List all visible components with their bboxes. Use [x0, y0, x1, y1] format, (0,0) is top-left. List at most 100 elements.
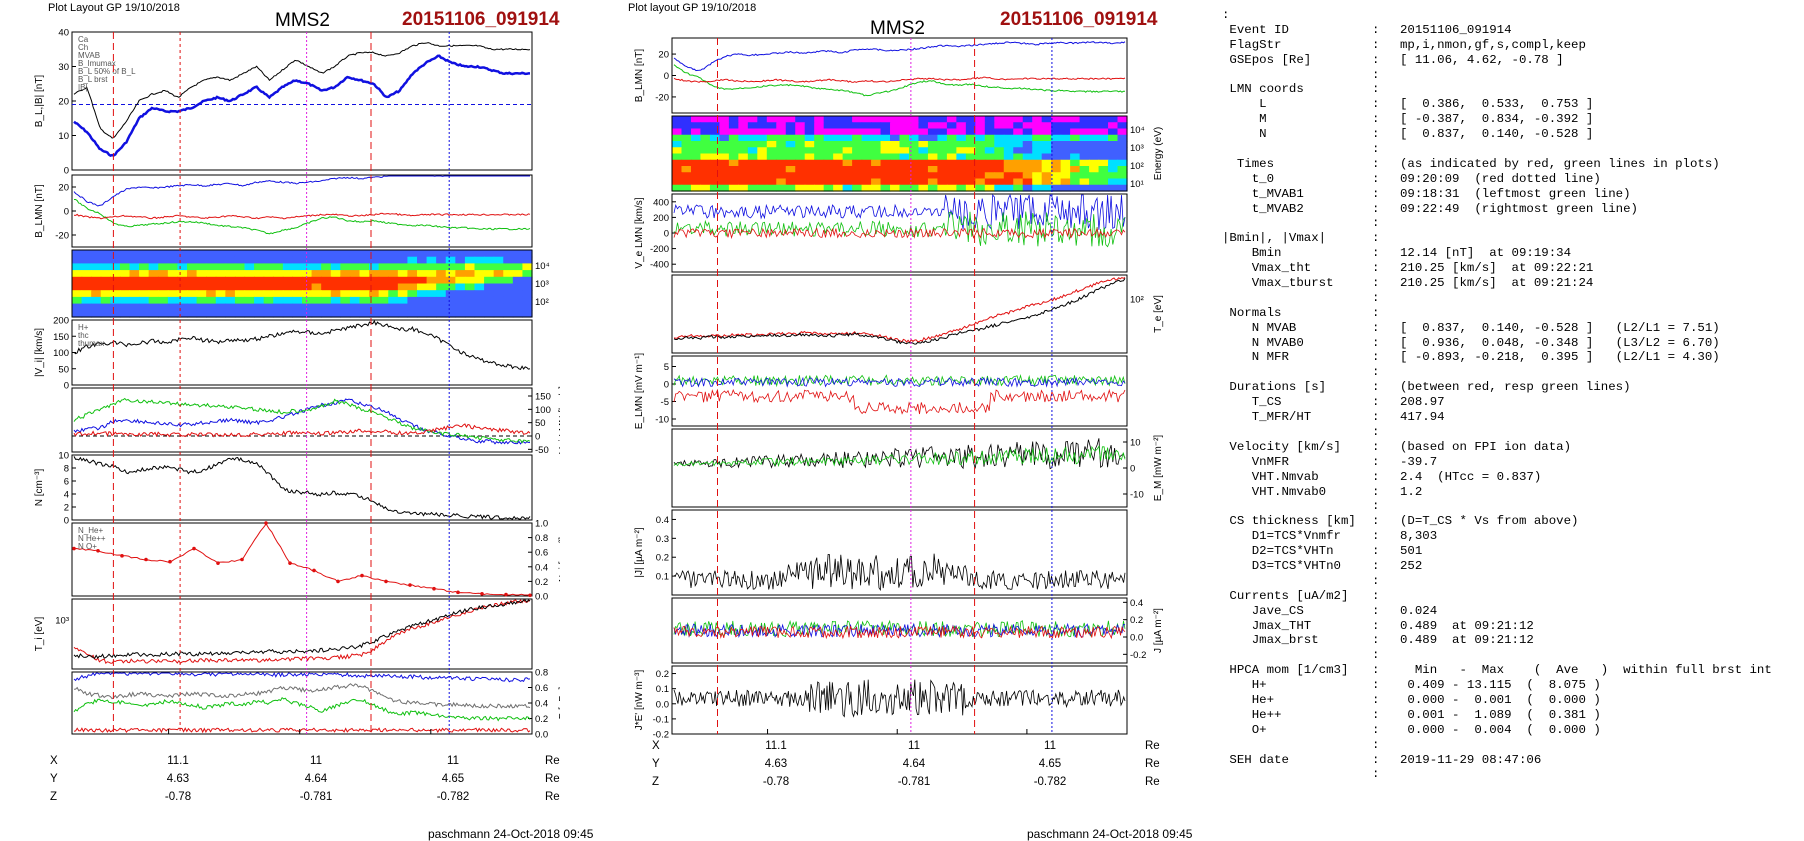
spectrogram-cell [871, 128, 882, 136]
spectrogram-cell [918, 147, 929, 155]
spectrogram-cell [273, 270, 284, 278]
spectrogram-cell [282, 276, 294, 285]
spectrogram-cell [757, 147, 768, 155]
spectrogram-cell [436, 303, 447, 311]
spectrogram-cell [139, 263, 150, 271]
spectrogram-cell [852, 147, 863, 155]
panel-frame [671, 428, 1128, 508]
summary-key: CS thickness [km] [1222, 514, 1356, 529]
spectrogram-cell [263, 256, 274, 264]
spectrogram-cell [861, 128, 872, 136]
spectrogram-cell [177, 296, 188, 305]
summary-line: : [1222, 142, 1802, 157]
panel-frame [671, 37, 1128, 114]
spectrogram-cell [880, 122, 891, 130]
y-tick-label: 0.6 [535, 683, 548, 694]
spectrogram-cell [196, 250, 207, 258]
summary-colon: : [1372, 752, 1380, 767]
spectrogram-cell [690, 134, 702, 142]
spectrogram-cell [965, 178, 976, 186]
spectrogram-cell [225, 310, 236, 318]
spectrogram-cell [417, 250, 428, 258]
spectrogram-cell [956, 184, 967, 192]
spectrogram-cell [946, 153, 957, 161]
summary-line: O+: 0.000 - 0.004 ( 0.000 ) [1222, 723, 1802, 738]
spectrogram-cell [975, 172, 986, 180]
spectrogram-cell [795, 122, 806, 130]
spectrogram-cell [709, 159, 720, 167]
spectrogram-cell [254, 310, 265, 318]
spectrogram-cell [225, 256, 236, 264]
spectrogram-cell [833, 166, 844, 173]
spectrogram-cell [359, 296, 370, 305]
spectrogram-cell [445, 310, 456, 318]
coord-value: -0.781 [299, 791, 333, 803]
spectrogram-cell [397, 263, 409, 271]
spectrogram-cell [880, 153, 891, 161]
spectrogram-cell [397, 283, 409, 291]
spectrogram-cell [672, 128, 683, 136]
panel-frame [671, 509, 1128, 596]
spectrogram-cell [522, 250, 533, 258]
panel-frame [71, 598, 533, 670]
spectrogram-cell [700, 141, 711, 148]
spectrogram-cell [965, 159, 976, 167]
spectrogram-cell [493, 250, 504, 258]
spectrogram-cell [388, 263, 399, 271]
spectrogram-cell [871, 122, 882, 130]
spectrogram-cell [474, 310, 485, 318]
legend-entry: B_L brst [78, 75, 108, 84]
spectrogram-cell [167, 303, 179, 311]
spectrogram-cell [965, 141, 976, 148]
spectrogram-cell [719, 178, 730, 186]
summary-colon: : [1372, 186, 1380, 201]
spectrogram-cell [340, 256, 351, 264]
y-tick-label: -200 [650, 244, 669, 255]
spectrogram-cell [1041, 134, 1052, 142]
summary-key: HPCA mom [1/cm3] [1222, 663, 1349, 678]
spectrogram-cell [890, 122, 901, 130]
summary-colon: : [1372, 439, 1380, 454]
summary-key: M [1222, 112, 1267, 127]
spectrogram-cell [397, 303, 409, 311]
spectrogram-cell [918, 166, 929, 173]
spectrogram-cell [349, 290, 361, 298]
spectrogram-cell [899, 166, 910, 173]
spectrogram-cell [378, 250, 389, 258]
spectrogram-cell [244, 263, 255, 271]
coord-value: 4.63 [166, 773, 190, 785]
spectrogram-cell [984, 147, 995, 155]
spectrogram-cell [871, 116, 882, 123]
spectrogram-cell [196, 283, 207, 291]
spectrogram-cell [359, 310, 370, 318]
spectrogram-cell [254, 270, 265, 278]
spectrogram-cell [321, 283, 332, 291]
spectrogram-cell [709, 147, 720, 155]
spectrogram-cell [719, 122, 730, 130]
spectrogram-cell [880, 184, 891, 192]
summary-key: Times [1222, 156, 1275, 171]
spectrogram-cell [522, 296, 533, 305]
spectrogram-cell [956, 153, 967, 161]
spectrogram-cell [234, 296, 246, 305]
summary-key: N MFR [1222, 350, 1289, 365]
spectrogram-cell [747, 128, 758, 136]
spectrogram-cell [823, 172, 834, 180]
spectrogram-cell [700, 184, 711, 192]
spectrogram-cell [397, 310, 409, 318]
spectrogram-cell [738, 184, 749, 192]
spectrogram-cell [871, 153, 882, 161]
panel-frame [71, 174, 533, 248]
spectrogram-cell [119, 270, 131, 278]
y-tick-label: 0.6 [535, 548, 548, 559]
spectrogram-cell [244, 283, 255, 291]
spectrogram-cell [1098, 178, 1109, 186]
spectrogram-cell [1070, 141, 1081, 148]
spectrogram-cell [927, 128, 939, 136]
spectrogram-cell [918, 153, 929, 161]
spectrogram-cell [436, 256, 447, 264]
spectrogram-cell [349, 303, 361, 311]
spectrogram-cell [417, 283, 428, 291]
spectrogram-cell [1041, 166, 1052, 173]
y-tick-label: 0.2 [535, 714, 548, 725]
